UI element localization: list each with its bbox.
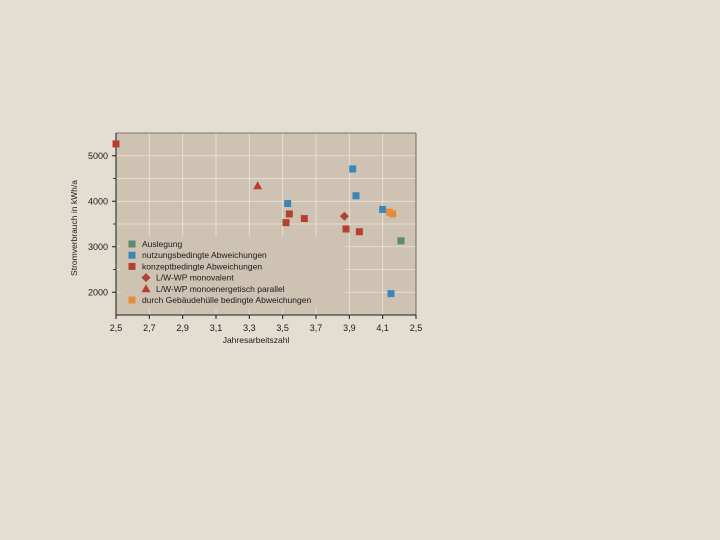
legend-entry: nutzungsbedingte Abweichungen	[142, 250, 267, 260]
data-point	[300, 215, 308, 223]
y-tick-label: 5000	[88, 151, 108, 161]
x-tick-label: 3,1	[210, 323, 223, 333]
legend-marker	[141, 284, 151, 293]
data-point	[342, 225, 350, 233]
x-tick-label: 4,1	[376, 323, 389, 333]
data-point	[284, 200, 292, 208]
x-tick-label: 2,9	[176, 323, 189, 333]
x-tick-label: 2,7	[143, 323, 156, 333]
legend-marker	[128, 262, 136, 270]
y-tick-label: 4000	[88, 196, 108, 206]
data-point	[397, 237, 405, 245]
data-point	[349, 165, 357, 173]
legend-marker	[128, 296, 136, 304]
data-point	[253, 181, 263, 190]
data-point	[352, 192, 360, 200]
y-tick-label: 2000	[88, 287, 108, 297]
x-axis-title: Jahresarbeitszahl	[223, 335, 290, 345]
data-point	[282, 219, 290, 227]
y-axis-title: Stromverbrauch in kWh/a	[69, 180, 79, 276]
data-point	[389, 210, 397, 218]
legend-marker	[141, 273, 151, 283]
data-point	[285, 210, 293, 218]
ticks: 2,5 2,7 2,9 3,1 3,3 3,5 3,7 3,9 4,1 2,5 2000 3000 40…	[88, 151, 422, 333]
x-tick-label: 3,5	[276, 323, 289, 333]
x-tick-label: 2,5	[110, 323, 123, 333]
x-tick-label: 3,7	[310, 323, 323, 333]
legend-marker	[128, 240, 136, 248]
x-tick-label: 2,5	[410, 323, 423, 333]
data-point	[112, 140, 120, 148]
data-point	[387, 290, 395, 298]
data-point	[379, 205, 387, 213]
x-tick-label: 3,9	[343, 323, 356, 333]
data-point	[339, 211, 349, 221]
legend-entry: L/W-WP monoenergetisch parallel	[156, 284, 285, 294]
x-tick-label: 3,3	[243, 323, 256, 333]
legend-entry: durch Gebäudehülle bedingte Abweichungen	[142, 295, 311, 305]
data-point	[355, 228, 363, 236]
data-points	[112, 140, 405, 298]
legend-marker	[128, 251, 136, 259]
legend-entry: Auslegung	[142, 239, 182, 249]
legend-box	[121, 236, 345, 309]
y-tick-label: 3000	[88, 242, 108, 252]
legend-entry: konzeptbedingte Abweichungen	[142, 261, 262, 271]
legend-entry: L/W-WP monovalent	[156, 273, 234, 283]
